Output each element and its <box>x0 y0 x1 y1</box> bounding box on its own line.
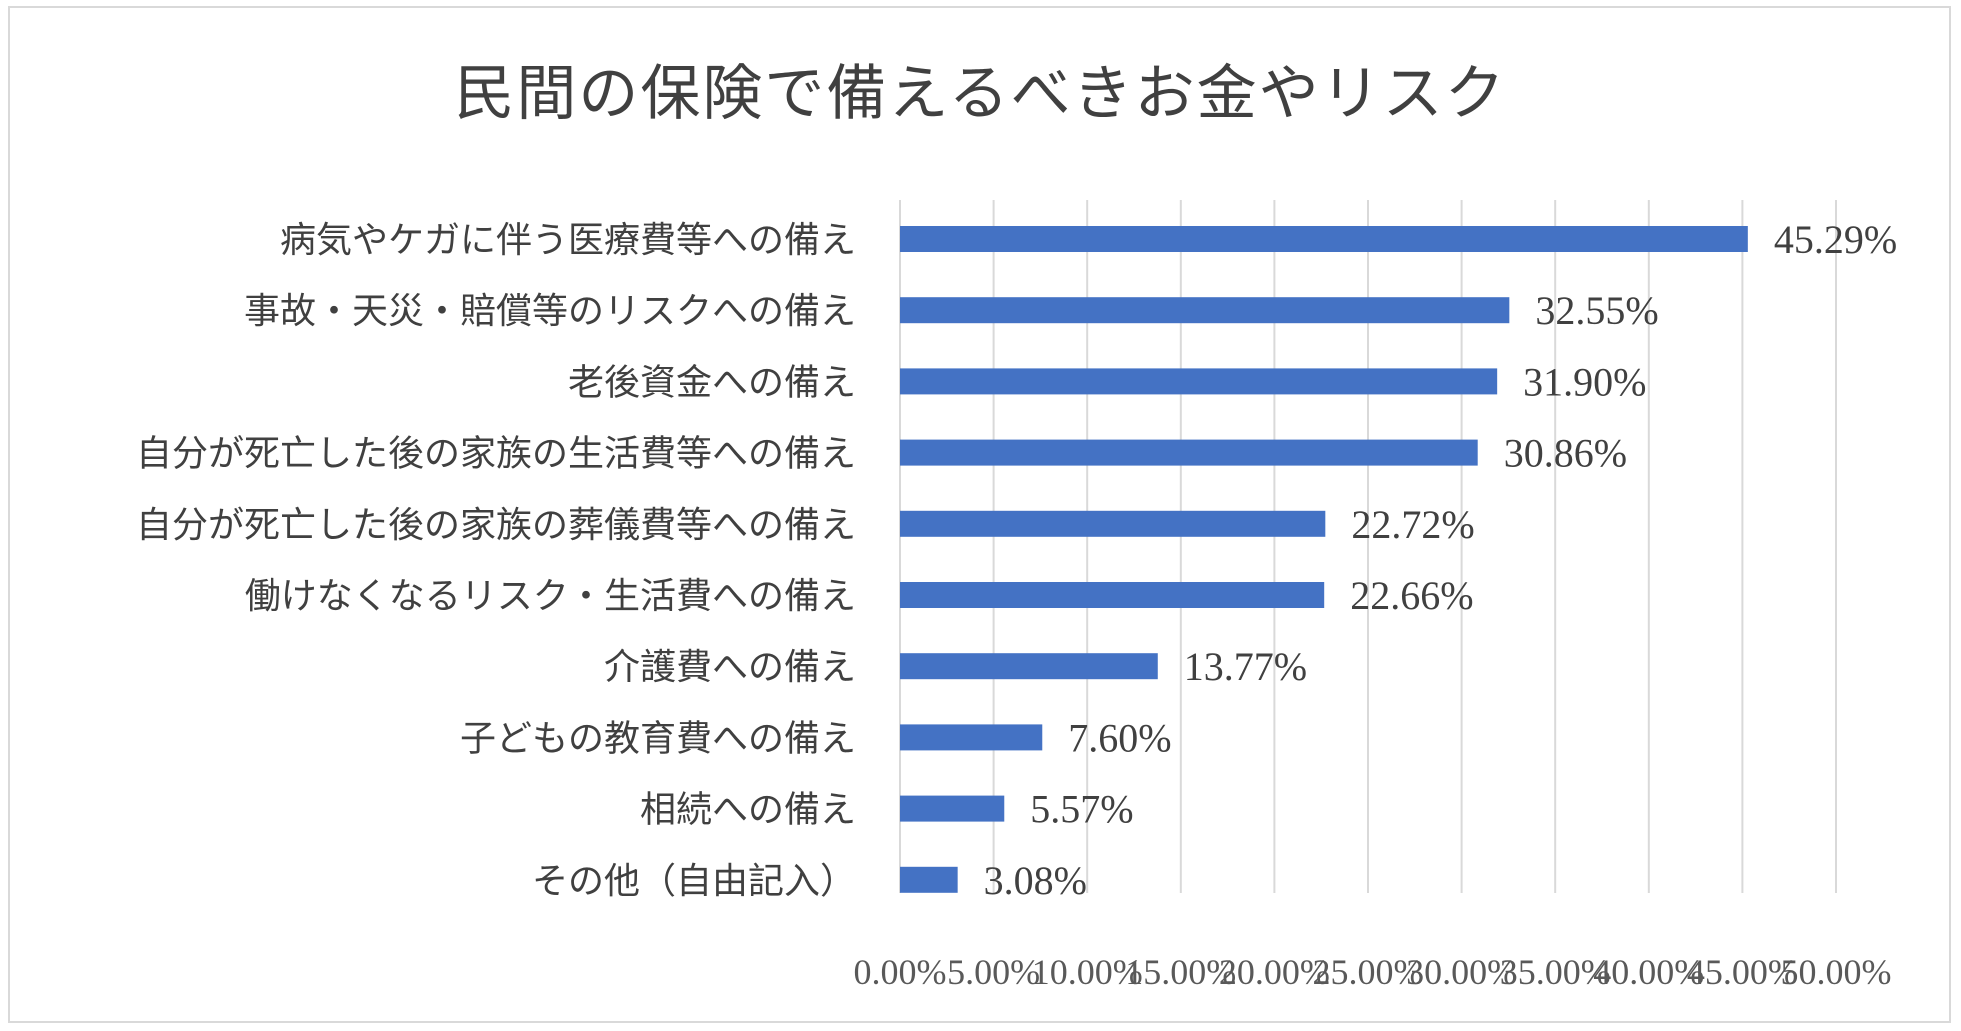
bar <box>900 866 958 893</box>
x-tick-label: 50.00% <box>1781 952 1892 992</box>
chart-title: 民間の保険で備えるべきお金やリスク <box>454 59 1507 129</box>
category-label: 自分が死亡した後の家族の葬儀費等への備え <box>136 505 856 546</box>
bar <box>900 510 1326 537</box>
x-tick-label: 30.00% <box>1406 952 1517 992</box>
data-label: 3.08% <box>984 858 1087 903</box>
data-label: 45.29% <box>1774 217 1897 262</box>
data-label: 30.86% <box>1504 431 1627 476</box>
bar <box>900 368 1498 395</box>
bars <box>900 226 1748 893</box>
data-label: 7.60% <box>1068 715 1171 760</box>
category-label: 相続への備え <box>640 790 856 831</box>
data-label: 5.57% <box>1030 787 1133 832</box>
x-tick-label: 35.00% <box>1500 952 1611 992</box>
x-tick-label: 45.00% <box>1687 952 1798 992</box>
x-axis-tick-labels: 0.00% 5.00%10.00%15.00%20.00%25.00%30.00%… <box>854 952 1892 992</box>
x-tick-label: 40.00% <box>1593 952 1704 992</box>
category-label: 事故・天災・賠償等のリスクへの備え <box>244 291 856 332</box>
bar <box>900 439 1478 466</box>
x-tick-label: 5.00% <box>947 952 1040 992</box>
bar <box>900 653 1158 680</box>
x-tick-label: 10.00% <box>1032 952 1143 992</box>
category-labels: 病気やケガに伴う医療費等への備え事故・天災・賠償等のリスクへの備え老後資金への備… <box>136 220 856 902</box>
bar <box>900 297 1510 324</box>
data-label: 32.55% <box>1535 288 1658 333</box>
bar <box>900 724 1043 751</box>
data-label: 13.77% <box>1184 644 1307 689</box>
category-label: 病気やケガに伴う医療費等への備え <box>280 220 856 261</box>
bar <box>900 582 1325 608</box>
x-tick-label: 20.00% <box>1219 952 1330 992</box>
category-label: 働けなくなるリスク・生活費への備え <box>245 576 856 617</box>
category-label: その他（自由記入） <box>532 861 856 902</box>
x-tick-label: 25.00% <box>1313 952 1424 992</box>
category-label: 老後資金への備え <box>568 362 856 403</box>
data-label: 22.72% <box>1351 502 1474 547</box>
category-label: 自分が死亡した後の家族の生活費等への備え <box>136 434 856 475</box>
bar <box>900 226 1748 252</box>
category-label: 介護費への備え <box>604 647 856 688</box>
bar <box>900 795 1005 822</box>
x-tick-label: 15.00% <box>1125 952 1236 992</box>
category-label: 子どもの教育費への備え <box>460 718 856 759</box>
x-tick-label: 0.00% <box>854 952 947 992</box>
data-label: 22.66% <box>1350 573 1473 618</box>
value-labels: 45.29% 32.55% 31.90% 30.86% 22.72% 22.66% 13.7… <box>984 217 1897 903</box>
data-label: 31.90% <box>1523 359 1646 404</box>
